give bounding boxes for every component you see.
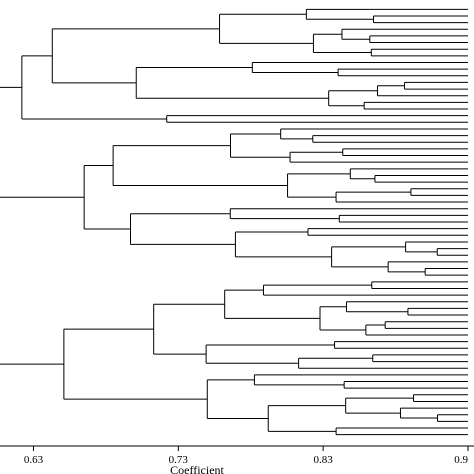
x-tick-label: 0.9 — [454, 454, 468, 466]
x-tick-label: 0.73 — [169, 454, 189, 466]
x-axis-title: Coefficient — [170, 463, 224, 474]
x-axis: 0.63 0.73 0.83 0.9 Coefficient — [0, 445, 474, 474]
x-axis-ticks: 0.63 0.73 0.83 0.9 — [24, 446, 469, 466]
dendrogram-branches — [0, 8, 468, 436]
x-tick-label: 0.83 — [314, 454, 334, 466]
x-tick-label: 0.63 — [24, 454, 44, 466]
